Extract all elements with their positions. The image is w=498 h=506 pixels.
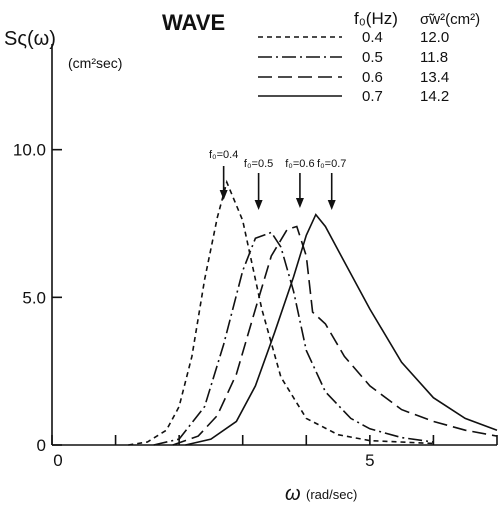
x-tick-label: 5 bbox=[365, 451, 374, 470]
legend-header-sigma: σ̃w²(cm²) bbox=[420, 11, 480, 28]
legend-f0-value: 0.5 bbox=[362, 49, 383, 66]
peak-arrow-head bbox=[295, 198, 304, 208]
chart-title: WAVE bbox=[162, 10, 225, 35]
y-tick-label: 5.0 bbox=[22, 288, 46, 307]
peak-arrow-head bbox=[219, 190, 228, 200]
x-tick-label: 0 bbox=[53, 451, 62, 470]
x-axis-unit: (rad/sec) bbox=[306, 487, 357, 502]
peak-annotations: f₀=0.4 f₀=0.5 f₀=0.6 f₀=0.7 bbox=[209, 149, 346, 210]
series-layer bbox=[128, 179, 498, 446]
legend-f0-value: 0.4 bbox=[362, 29, 383, 46]
x-axis-label: ω bbox=[285, 483, 301, 505]
y-axis-unit: (cm²sec) bbox=[68, 55, 122, 71]
series-line-f0-0.7 bbox=[185, 213, 498, 446]
legend-sigma-value: 12.0 bbox=[420, 29, 449, 46]
series-line-f0-0.6 bbox=[172, 225, 498, 446]
legend-sigma-value: 13.4 bbox=[420, 69, 449, 86]
peak-label: f₀=0.6 bbox=[285, 158, 314, 170]
text-layer: WAVE Sς(ω) (cm²sec) ω (rad/sec) bbox=[4, 10, 357, 505]
legend-sigma-value: 11.8 bbox=[420, 49, 448, 66]
y-tick-label: 0 bbox=[37, 436, 46, 455]
peak-arrow-head bbox=[254, 200, 263, 210]
peak-label: f₀=0.5 bbox=[244, 158, 273, 170]
peak-label: f₀=0.7 bbox=[317, 158, 346, 170]
axes-layer: 0 5 0 5.0 10.0 bbox=[13, 44, 498, 470]
series-line-f0-0.5 bbox=[153, 231, 434, 446]
y-tick-label: 10.0 bbox=[13, 141, 46, 160]
legend-f0-value: 0.6 bbox=[362, 69, 383, 86]
series-line-f0-0.4 bbox=[128, 179, 434, 446]
legend-f0-value: 0.7 bbox=[362, 88, 383, 105]
legend-sigma-value: 14.2 bbox=[420, 88, 449, 105]
legend-header-f0: f₀(Hz) bbox=[354, 9, 398, 28]
peak-label: f₀=0.4 bbox=[209, 149, 238, 161]
legend: f₀(Hz) σ̃w²(cm²) 0.4 12.0 0.5 11.8 0.6 13.4 0.7 1… bbox=[258, 9, 480, 105]
y-axis-label: Sς(ω) bbox=[4, 28, 56, 50]
peak-arrow-head bbox=[327, 200, 336, 210]
